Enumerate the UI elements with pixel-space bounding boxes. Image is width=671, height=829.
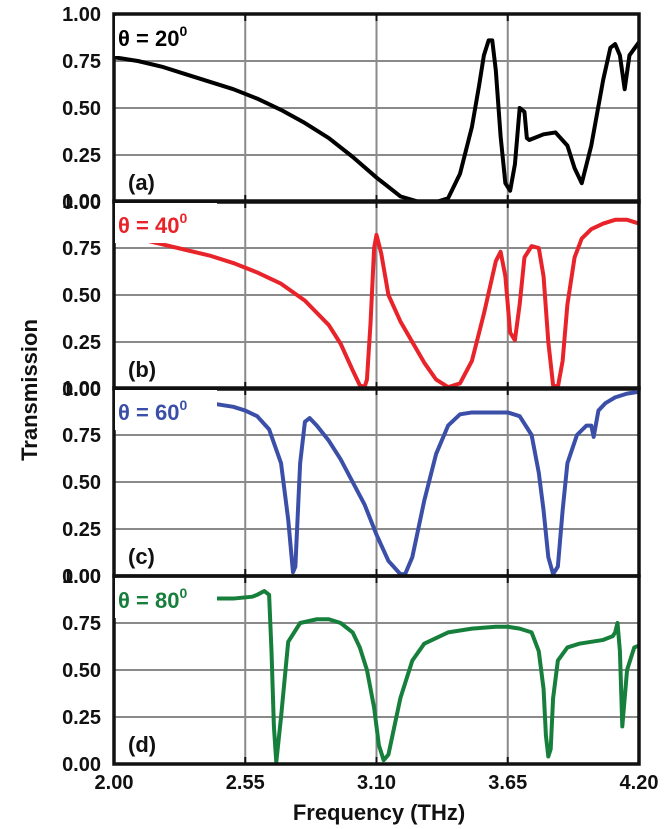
y-tick-label: 0.75 [62, 425, 101, 447]
x-axis-label: Frequency (THz) [293, 800, 465, 825]
panel-d: 0.00 0.25 0.50 0.75 1.00 θ = 800 (d) [62, 566, 641, 776]
panel-label: (b) [128, 357, 156, 382]
y-tick-label: 0.50 [62, 472, 101, 494]
angle-label: θ = 400 [118, 210, 187, 238]
angle-label-sup: 0 [179, 210, 187, 226]
angle-label-sup: 0 [179, 23, 187, 39]
panel-label: (d) [128, 732, 156, 757]
y-tick-label: 1.00 [62, 191, 101, 213]
series-line [114, 38, 639, 202]
x-tick-label: 3.65 [488, 772, 527, 794]
x-tick-label: 2.55 [226, 772, 265, 794]
angle-label-text: θ = 20 [118, 26, 179, 51]
y-tick-label: 0.25 [62, 707, 101, 729]
y-tick-label: 1.00 [62, 4, 101, 26]
y-tick-label: 0.75 [62, 613, 101, 635]
angle-label-box [115, 390, 217, 430]
angle-label-text: θ = 80 [118, 588, 179, 613]
y-tick-label: 0.75 [62, 51, 101, 73]
angle-label: θ = 600 [118, 397, 187, 425]
panel-a: 0.00 0.25 0.50 0.75 1.00 θ = 200 (a) [62, 4, 641, 214]
y-tick-label: 0.50 [62, 660, 101, 682]
y-tick-label: 0.00 [62, 379, 101, 401]
angle-label-box [115, 203, 217, 243]
angle-label-text: θ = 40 [118, 213, 179, 238]
y-tick-label: 0.75 [62, 238, 101, 260]
y-tick-label: 1.00 [62, 378, 101, 400]
series-line [114, 217, 639, 389]
x-tick-label: 3.10 [357, 772, 396, 794]
angle-label: θ = 200 [118, 23, 187, 51]
angle-label-box [115, 578, 217, 618]
angle-label-text: θ = 60 [118, 400, 179, 425]
x-tick-label: 4.20 [620, 772, 659, 794]
panel-label: (c) [128, 544, 155, 569]
y-tick-label: 0.00 [62, 192, 101, 214]
x-tick-label: 2.00 [95, 772, 134, 794]
y-tick-label: 0.25 [62, 332, 101, 354]
y-tick-label: 0.50 [62, 98, 101, 120]
angle-label-sup: 0 [179, 397, 187, 413]
panel-b: 0.00 0.25 0.50 0.75 1.00 θ = 400 (b) [62, 191, 641, 401]
series-line [114, 589, 639, 764]
angle-label: θ = 800 [118, 585, 187, 613]
angle-label-sup: 0 [179, 585, 187, 601]
panel-c: 0.00 0.25 0.50 0.75 1.00 θ = 600 (c) [62, 378, 641, 588]
series-line [114, 389, 639, 576]
y-tick-label: 1.00 [62, 566, 101, 588]
y-tick-label: 0.50 [62, 285, 101, 307]
angle-label-box [115, 16, 217, 56]
y-tick-label: 0.00 [62, 754, 101, 776]
y-tick-label: 0.25 [62, 145, 101, 167]
y-axis-label: Transmission [17, 319, 42, 461]
y-tick-label: 0.25 [62, 519, 101, 541]
y-tick-label: 0.00 [62, 566, 101, 588]
panel-label: (a) [128, 170, 155, 195]
